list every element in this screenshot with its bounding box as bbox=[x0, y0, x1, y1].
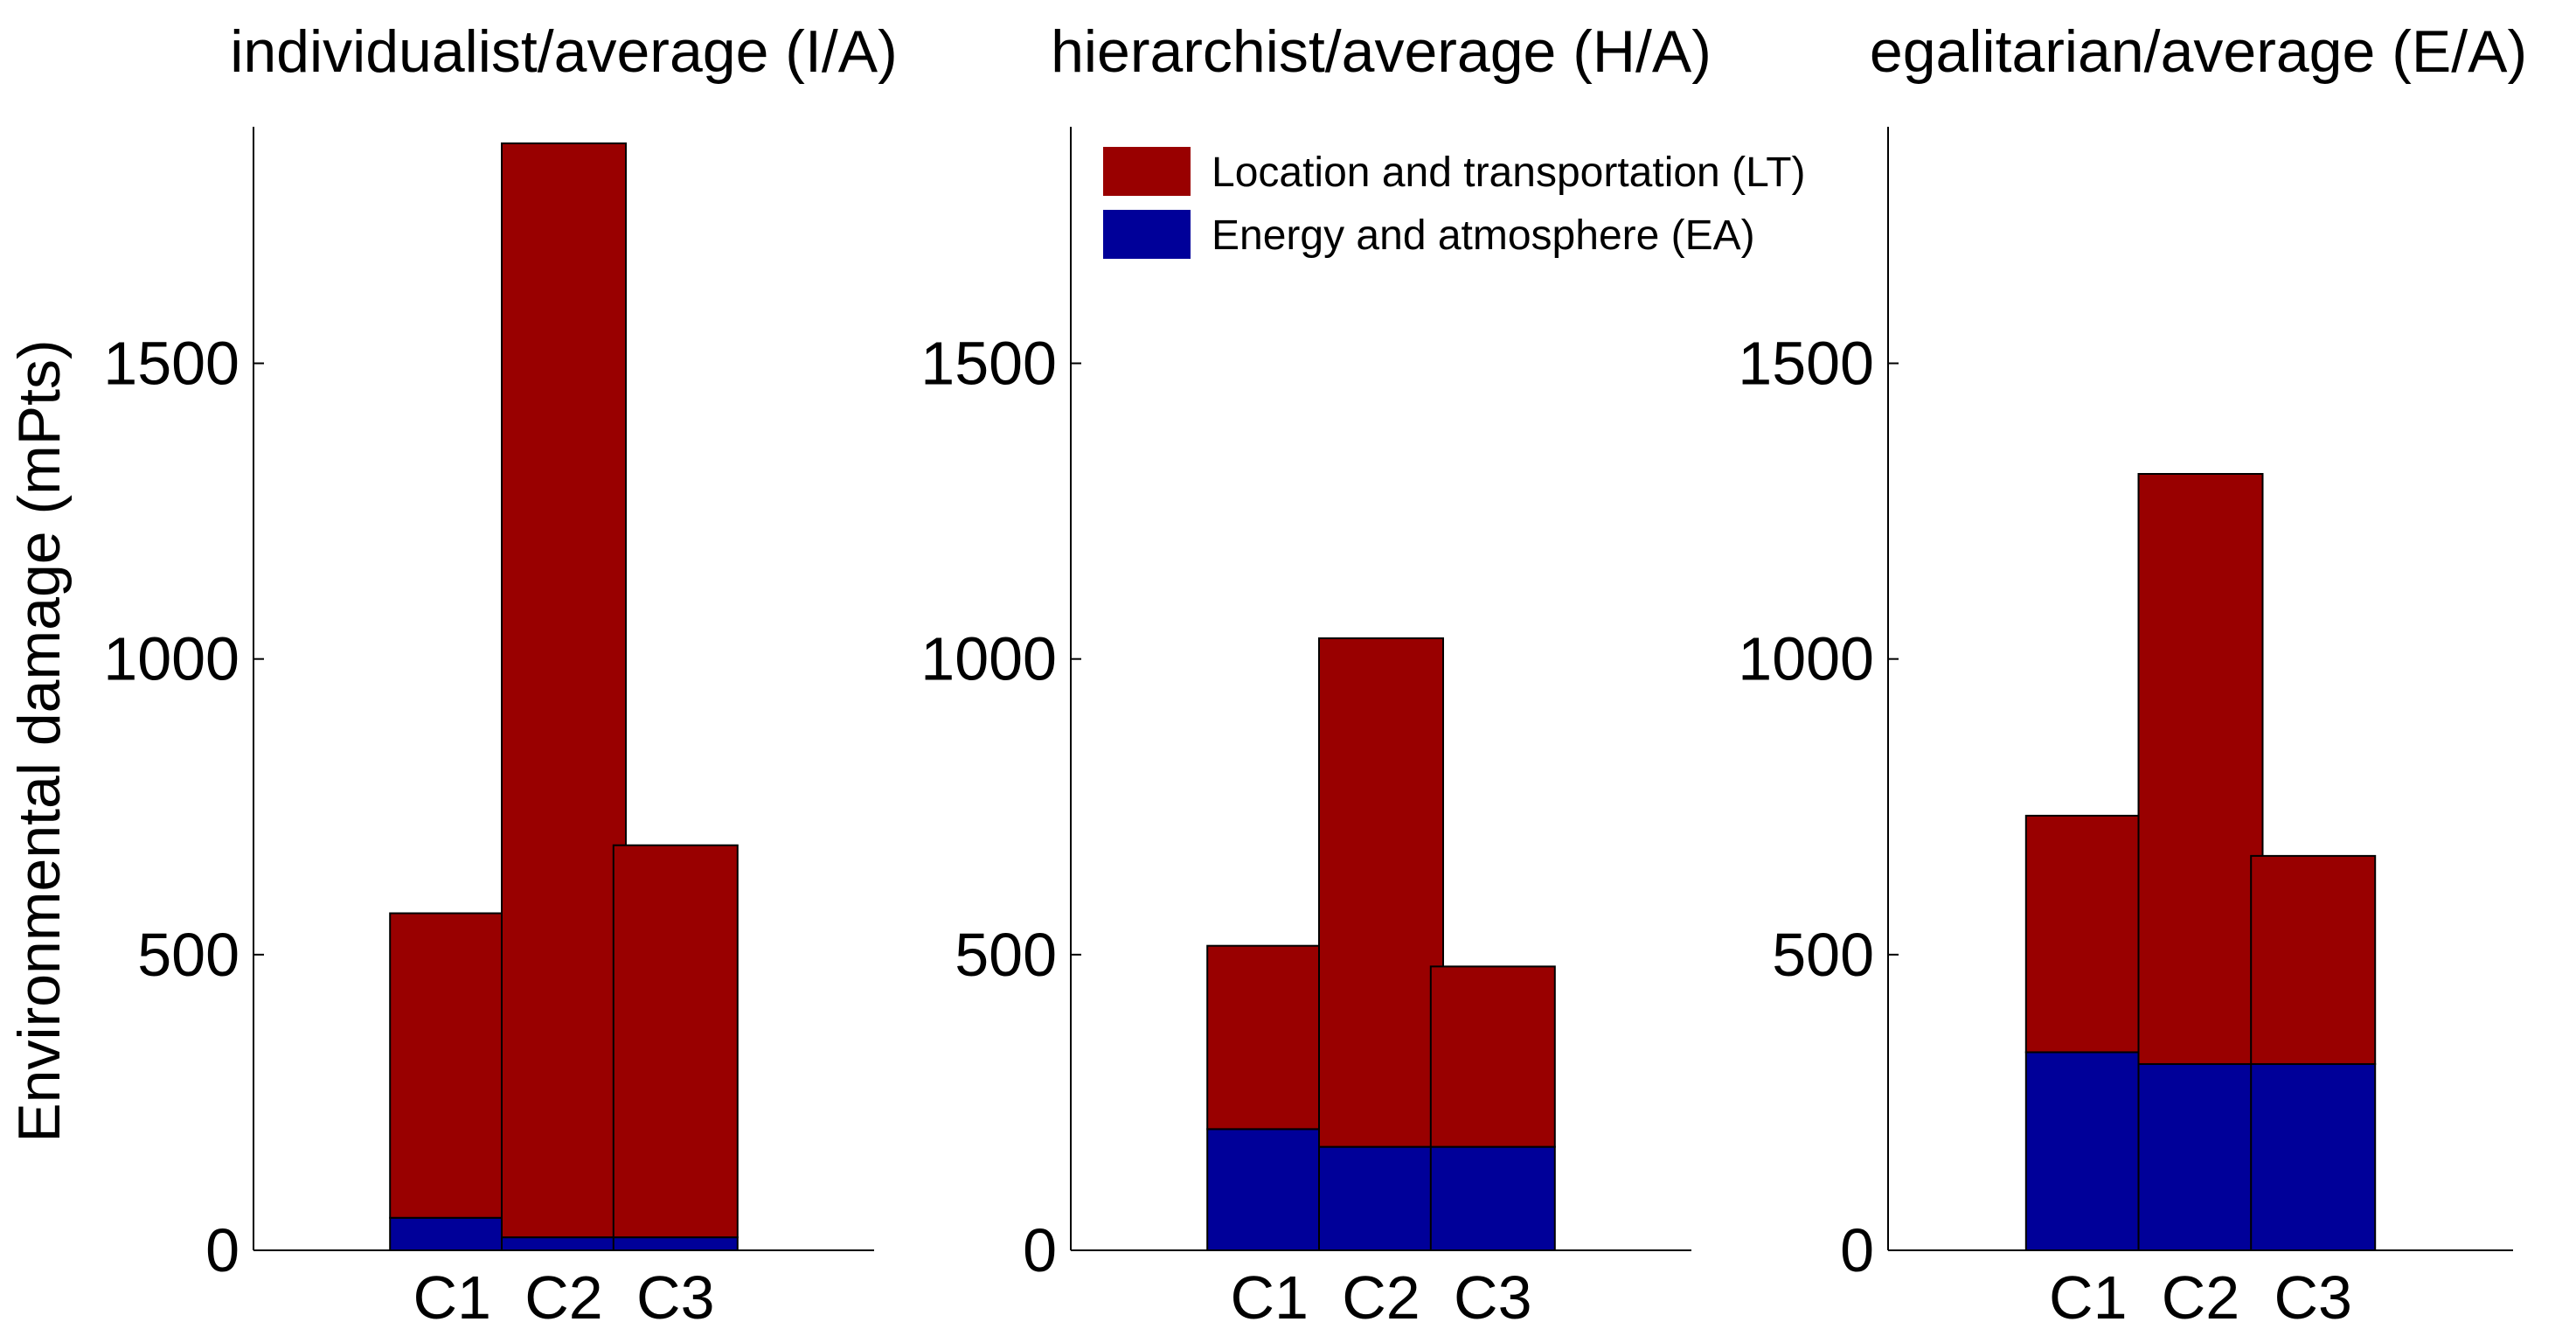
y-tick-label: 500 bbox=[1772, 921, 1874, 989]
bar-c1-lt bbox=[1206, 944, 1333, 1131]
x-tick-label: C1 bbox=[2049, 1263, 2127, 1332]
x-tick-label: C2 bbox=[2162, 1263, 2239, 1332]
chart-panel-2: hierarchist/average (H/A) C1 C2 C3 0 500 1000 1… bbox=[920, 18, 1712, 1332]
y-tick-label: 1500 bbox=[1738, 330, 1874, 398]
x-tick-label: C3 bbox=[1454, 1263, 1531, 1332]
bar-c2-lt bbox=[501, 142, 627, 1239]
legend-swatch-lt bbox=[1103, 147, 1191, 196]
y-tick-label: 1000 bbox=[1738, 625, 1874, 693]
y-tick-label: 0 bbox=[1023, 1216, 1057, 1284]
y-axis-label: Environmental damage (mPts) bbox=[6, 339, 73, 1142]
y-tick-label: 1500 bbox=[103, 330, 240, 398]
y-tick-label: 1500 bbox=[920, 330, 1057, 398]
bar-c2-ea bbox=[2137, 1062, 2264, 1252]
y-tick-label: 1000 bbox=[103, 625, 240, 693]
bar-c2-lt bbox=[2137, 472, 2264, 1065]
x-tick-label: C2 bbox=[524, 1263, 602, 1332]
bar-c1-lt bbox=[2024, 814, 2151, 1054]
y-tick-label: 0 bbox=[205, 1216, 240, 1284]
bar-c1-ea bbox=[389, 1216, 516, 1251]
panel-title: individualist/average (I/A) bbox=[230, 18, 897, 85]
bar-c2-lt bbox=[1318, 637, 1444, 1148]
panel-title: hierarchist/average (H/A) bbox=[1051, 18, 1712, 85]
x-tick-label: C3 bbox=[636, 1263, 714, 1332]
chart-panel-3: egalitarian/average (E/A) C1 C2 C3 0 500 1000 1… bbox=[1738, 18, 2527, 1332]
x-tick-label: C3 bbox=[2274, 1263, 2351, 1332]
bar-c2-ea bbox=[501, 1236, 627, 1252]
bar-c3-ea bbox=[612, 1236, 739, 1252]
bar-c1-ea bbox=[2024, 1051, 2151, 1251]
chart-panel-1: individualist/average (I/A) C1 C2 C3 0 500 100… bbox=[6, 18, 898, 1332]
legend-label: Location and transportation (LT) bbox=[1212, 150, 1806, 196]
chart-panels: individualist/average (I/A) C1 C2 C3 0 500 100… bbox=[6, 18, 2527, 1332]
x-tick-label: C1 bbox=[413, 1263, 490, 1332]
bar-c3-ea bbox=[1429, 1145, 1556, 1252]
bar-c3-ea bbox=[2250, 1062, 2377, 1252]
panel-title: egalitarian/average (E/A) bbox=[1870, 18, 2527, 85]
legend: Location and transportation (LT) Energy a… bbox=[1103, 147, 1806, 259]
legend-swatch-ea bbox=[1103, 210, 1191, 259]
bar-c1-ea bbox=[1206, 1128, 1333, 1251]
y-tick-label: 500 bbox=[955, 921, 1057, 989]
bar-c2-ea bbox=[1318, 1145, 1444, 1252]
bar-c1-lt bbox=[389, 912, 516, 1219]
y-tick-label: 500 bbox=[137, 921, 240, 989]
y-tick-label: 1000 bbox=[920, 625, 1057, 693]
x-tick-label: C1 bbox=[1230, 1263, 1308, 1332]
bar-c3-lt bbox=[1429, 965, 1556, 1148]
legend-label: Energy and atmosphere (EA) bbox=[1212, 212, 1755, 259]
bar-c3-lt bbox=[612, 844, 739, 1239]
y-tick-label: 0 bbox=[1840, 1216, 1874, 1284]
bar-c3-lt bbox=[2250, 854, 2377, 1065]
x-tick-label: C2 bbox=[1342, 1263, 1420, 1332]
